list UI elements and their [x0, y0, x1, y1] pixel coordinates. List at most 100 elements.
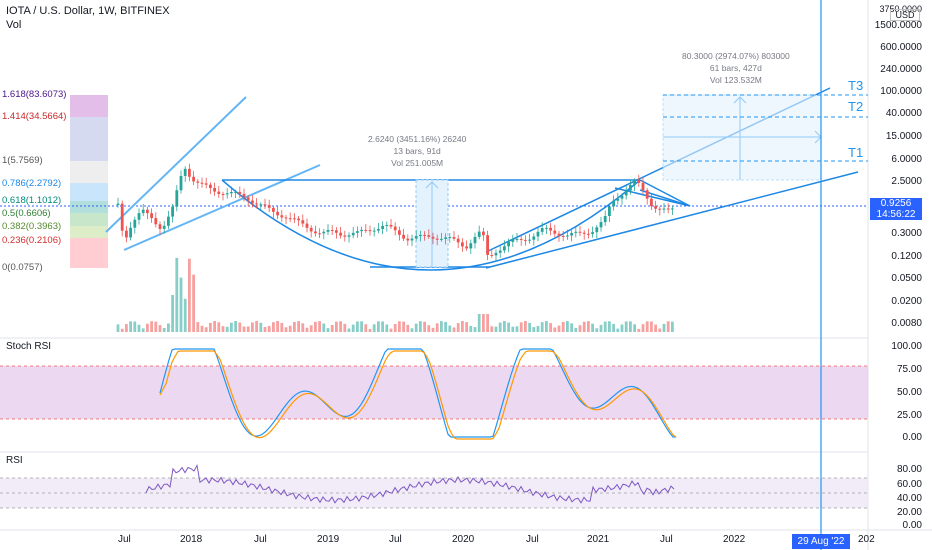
candle-body — [284, 217, 288, 219]
candle-body — [490, 254, 494, 256]
symbol-title[interactable]: IOTA / U.S. Dollar, 1W, BITFINEX — [6, 5, 170, 17]
measure-box-1[interactable] — [415, 179, 449, 268]
measure-2-stats: 80.3000 (2974.07%) 803000 61 bars, 427d … — [682, 50, 790, 86]
volume-bar — [666, 321, 670, 332]
candle-body — [150, 213, 153, 219]
candle-body — [154, 218, 158, 225]
volume-bar — [641, 324, 645, 332]
candle-body — [129, 227, 132, 238]
candle-body — [620, 195, 624, 199]
volume-bar — [192, 274, 195, 332]
candle-body — [507, 241, 510, 247]
rsi-tick: 60.00 — [896, 479, 922, 490]
candle-body — [398, 230, 401, 235]
volume-bar — [200, 325, 204, 332]
volume-bar — [435, 323, 439, 332]
stoch-rsi-title[interactable]: Stoch RSI — [6, 341, 52, 352]
price-tick: 0.3000 — [891, 228, 922, 239]
candle-body — [368, 230, 372, 232]
volume-bar — [574, 327, 578, 332]
candle-body — [330, 230, 334, 232]
measure-box-2[interactable] — [662, 94, 822, 181]
volume-bar — [540, 322, 544, 332]
candle-body — [650, 198, 653, 207]
volume-bar — [490, 326, 494, 332]
candle-body — [473, 236, 477, 244]
candle-body — [272, 207, 275, 212]
candle-body — [314, 231, 317, 234]
candle-body — [591, 232, 594, 235]
stoch-tick: 75.00 — [896, 364, 922, 375]
volume-bar — [120, 328, 124, 332]
volume-bar — [549, 323, 552, 332]
candle-body — [209, 184, 212, 188]
volume-bar — [582, 321, 586, 332]
volume-bar — [599, 324, 603, 332]
volume-bar — [654, 324, 657, 332]
candle-body — [545, 227, 548, 229]
volume-bar — [448, 325, 452, 332]
volume-bar — [217, 322, 221, 332]
candle-body — [423, 234, 426, 236]
volume-bar — [309, 325, 313, 332]
time-label: Jul — [118, 534, 131, 545]
volume-bar — [225, 326, 229, 332]
candle-body — [339, 232, 342, 236]
fib-label-1: 1(5.7569) — [2, 155, 43, 166]
volume-bar — [343, 323, 347, 332]
rsi-title[interactable]: RSI — [6, 455, 23, 466]
volume-bar — [242, 326, 246, 332]
candle-body — [456, 238, 460, 243]
price-tick: 2.5000 — [891, 176, 922, 187]
candle-body — [532, 236, 536, 240]
candle-body — [427, 235, 431, 237]
volume-bar — [171, 295, 174, 332]
time-label: 2022 — [723, 534, 746, 545]
volume-bar — [297, 321, 300, 332]
volume-bar — [410, 328, 414, 332]
candle-body — [389, 224, 393, 227]
early-channel[interactable] — [105, 96, 321, 251]
measure-2-bars: 61 bars, 427d — [709, 63, 762, 73]
price-tick: 100.0000 — [880, 86, 922, 97]
time-label: Jul — [254, 534, 267, 545]
candle-body — [116, 203, 120, 205]
volume-bar — [360, 321, 363, 332]
volume-bar — [398, 321, 401, 332]
candle-body — [419, 234, 422, 237]
candle-body — [393, 226, 397, 231]
volume-bar — [486, 314, 489, 332]
candle-body — [217, 191, 221, 194]
volume-bar — [473, 327, 477, 332]
volume-bar — [116, 324, 120, 332]
volume-bar — [158, 325, 162, 332]
volume-label[interactable]: Vol — [6, 19, 22, 31]
volume-bar — [347, 328, 351, 332]
crosshair-date-tag: 29 Aug '22 — [792, 534, 850, 549]
candle-body — [482, 231, 485, 236]
volume-bar — [519, 322, 523, 332]
volume-bar — [209, 322, 212, 332]
fib-retracement[interactable] — [70, 95, 108, 268]
candle-body — [192, 176, 195, 182]
volume-bar — [385, 324, 389, 332]
currency-badge[interactable]: USD — [890, 9, 920, 21]
measure-1-change: 2.6240 (3451.16%) 26240 — [368, 134, 467, 144]
volume-bar — [280, 322, 284, 332]
volume-bar — [381, 321, 384, 332]
volume-bar — [482, 314, 485, 332]
candle-body — [120, 203, 124, 231]
volume-bar — [406, 324, 410, 332]
candle-body — [574, 231, 578, 233]
volume-bar — [553, 327, 557, 332]
volume-bar — [175, 257, 179, 332]
candle-body — [137, 213, 141, 220]
candle-body — [410, 238, 414, 241]
price-tick: 0.0200 — [891, 296, 922, 307]
volume-bar — [305, 327, 309, 332]
candle-body — [465, 246, 468, 249]
volume-bar — [532, 327, 536, 332]
volume-bar — [578, 325, 582, 332]
candle-body — [666, 208, 670, 210]
